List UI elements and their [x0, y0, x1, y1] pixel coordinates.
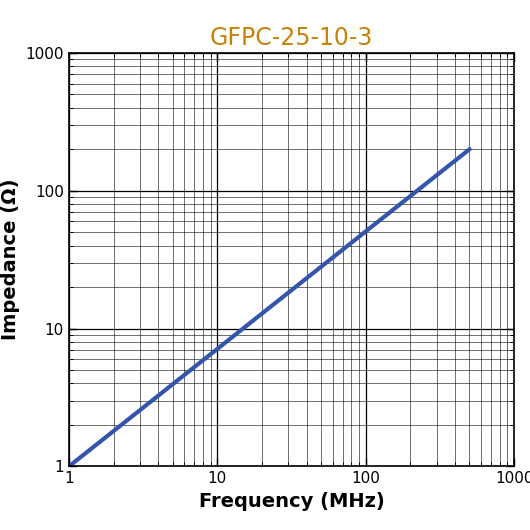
Y-axis label: Impedance (Ω): Impedance (Ω)	[1, 179, 20, 340]
X-axis label: Frequency (MHz): Frequency (MHz)	[199, 492, 384, 511]
Title: GFPC-25-10-3: GFPC-25-10-3	[210, 25, 373, 50]
